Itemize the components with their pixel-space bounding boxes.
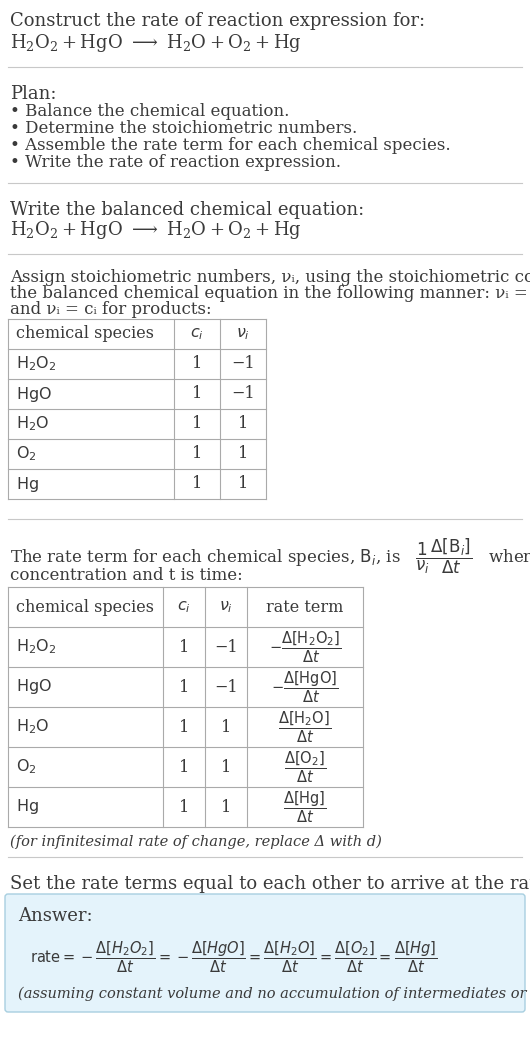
Text: concentration and t is time:: concentration and t is time: [10,567,243,584]
Text: $\nu_i$: $\nu_i$ [236,326,250,342]
Text: 1: 1 [179,639,189,655]
Text: 1: 1 [192,386,202,402]
Text: $\mathrm{rate} = -\dfrac{\Delta[H_2O_2]}{\Delta t} = -\dfrac{\Delta[HgO]}{\Delta: $\mathrm{rate} = -\dfrac{\Delta[H_2O_2]}… [30,939,437,974]
Text: $\mathregular{H_2O_2 + HgO\ \longrightarrow\ H_2O + O_2 + Hg}$: $\mathregular{H_2O_2 + HgO\ \longrightar… [10,219,302,241]
Text: −1: −1 [214,639,238,655]
Text: chemical species: chemical species [16,325,154,343]
Text: The rate term for each chemical species, $\mathrm{B}_i$, is   $\dfrac{1}{\nu_i}\: The rate term for each chemical species,… [10,537,530,576]
Text: 1: 1 [179,759,189,775]
Text: $-\dfrac{\Delta[\mathrm{HgO}]}{\Delta t}$: $-\dfrac{\Delta[\mathrm{HgO}]}{\Delta t}… [271,669,339,704]
Text: $\mathregular{Hg}$: $\mathregular{Hg}$ [16,474,39,494]
Text: • Write the rate of reaction expression.: • Write the rate of reaction expression. [10,154,341,171]
Text: 1: 1 [238,446,248,463]
Text: $\dfrac{\Delta[\mathrm{H_2O}]}{\Delta t}$: $\dfrac{\Delta[\mathrm{H_2O}]}{\Delta t}… [278,710,332,745]
Text: 1: 1 [179,719,189,736]
Text: 1: 1 [221,798,231,816]
Text: Assign stoichiometric numbers, νᵢ, using the stoichiometric coefficients, cᵢ, fr: Assign stoichiometric numbers, νᵢ, using… [10,269,530,286]
Text: $\mathregular{O_2}$: $\mathregular{O_2}$ [16,758,37,776]
Text: the balanced chemical equation in the following manner: νᵢ = −cᵢ for reactants: the balanced chemical equation in the fo… [10,286,530,302]
Text: 1: 1 [179,798,189,816]
Text: $\mathregular{H_2O_2}$: $\mathregular{H_2O_2}$ [16,354,57,373]
Text: 1: 1 [221,759,231,775]
Text: $\mathregular{Hg}$: $\mathregular{Hg}$ [16,797,39,817]
Text: −1: −1 [231,386,255,402]
Text: • Assemble the rate term for each chemical species.: • Assemble the rate term for each chemic… [10,137,450,154]
Text: 1: 1 [179,678,189,695]
Text: chemical species: chemical species [16,598,154,616]
Text: • Determine the stoichiometric numbers.: • Determine the stoichiometric numbers. [10,120,357,137]
FancyBboxPatch shape [5,894,525,1012]
Text: −1: −1 [214,678,238,695]
Text: • Balance the chemical equation.: • Balance the chemical equation. [10,103,289,120]
Text: Answer:: Answer: [18,907,93,925]
Text: $c_i$: $c_i$ [177,599,191,615]
Text: Write the balanced chemical equation:: Write the balanced chemical equation: [10,201,364,219]
Text: $\mathregular{O_2}$: $\mathregular{O_2}$ [16,445,37,464]
Text: 1: 1 [221,719,231,736]
Text: rate term: rate term [266,598,343,616]
Text: Construct the rate of reaction expression for:: Construct the rate of reaction expressio… [10,13,425,30]
Text: Plan:: Plan: [10,85,57,103]
Text: −1: −1 [231,355,255,372]
Text: $\mathregular{H_2O_2}$: $\mathregular{H_2O_2}$ [16,638,57,656]
Text: and νᵢ = cᵢ for products:: and νᵢ = cᵢ for products: [10,301,211,318]
Text: $\mathregular{HgO}$: $\mathregular{HgO}$ [16,384,52,403]
Text: (assuming constant volume and no accumulation of intermediates or side products): (assuming constant volume and no accumul… [18,987,530,1001]
Text: $\mathregular{H_2O}$: $\mathregular{H_2O}$ [16,415,49,433]
Text: $\mathregular{H_2O}$: $\mathregular{H_2O}$ [16,718,49,737]
Text: 1: 1 [238,416,248,432]
Text: 1: 1 [238,475,248,493]
Text: $c_i$: $c_i$ [190,326,204,342]
Text: (for infinitesimal rate of change, replace Δ with d): (for infinitesimal rate of change, repla… [10,835,382,849]
Text: 1: 1 [192,446,202,463]
Text: Set the rate terms equal to each other to arrive at the rate expression:: Set the rate terms equal to each other t… [10,875,530,893]
Text: $\nu_i$: $\nu_i$ [219,599,233,615]
Text: $-\dfrac{\Delta[\mathrm{H_2O_2}]}{\Delta t}$: $-\dfrac{\Delta[\mathrm{H_2O_2}]}{\Delta… [269,629,341,665]
Text: 1: 1 [192,416,202,432]
Text: $\mathregular{HgO}$: $\mathregular{HgO}$ [16,677,52,696]
Text: 1: 1 [192,475,202,493]
Text: 1: 1 [192,355,202,372]
Text: $\dfrac{\Delta[\mathrm{O_2}]}{\Delta t}$: $\dfrac{\Delta[\mathrm{O_2}]}{\Delta t}$ [284,749,326,785]
Text: $\dfrac{\Delta[\mathrm{Hg}]}{\Delta t}$: $\dfrac{\Delta[\mathrm{Hg}]}{\Delta t}$ [283,789,327,825]
Text: $\mathregular{H_2O_2 + HgO\ \longrightarrow\ H_2O + O_2 + Hg}$: $\mathregular{H_2O_2 + HgO\ \longrightar… [10,32,302,54]
